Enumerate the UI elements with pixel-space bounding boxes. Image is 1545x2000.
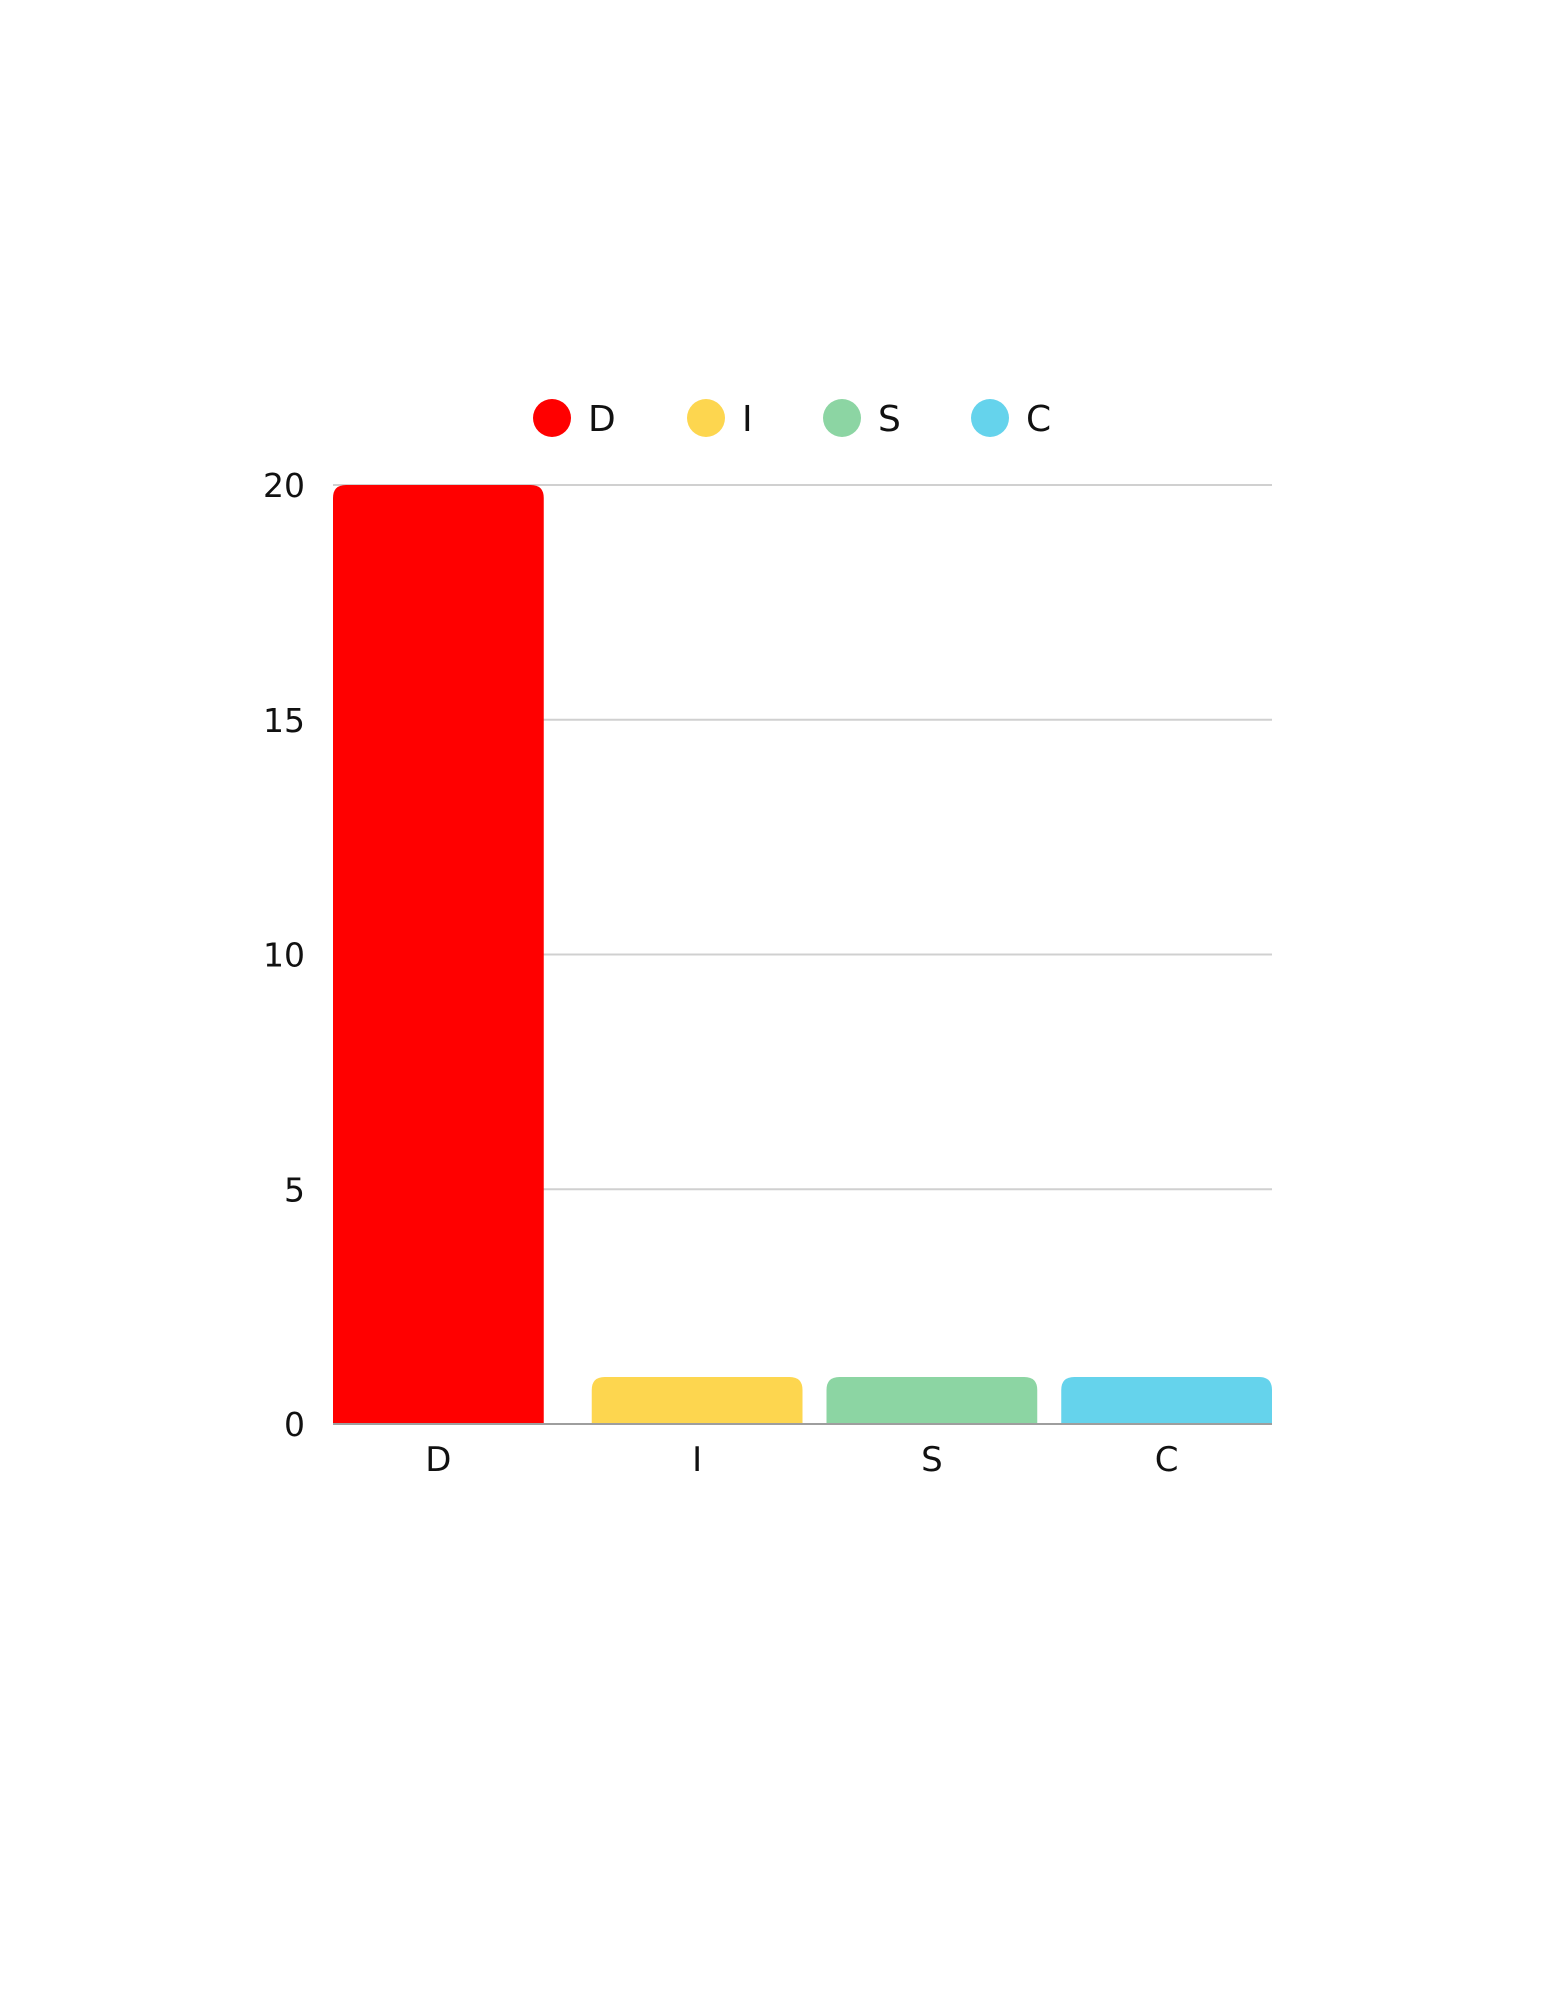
legend-item-d: D xyxy=(533,399,616,440)
legend-label: D xyxy=(588,399,616,440)
legend-item-s: S xyxy=(823,399,901,440)
y-tick-label: 20 xyxy=(263,466,305,505)
y-tick-label: 15 xyxy=(263,701,305,740)
bar-i xyxy=(591,1377,803,1424)
bar-c xyxy=(1061,1377,1272,1424)
y-tick-label: 10 xyxy=(263,936,305,975)
x-tick-label: S xyxy=(921,1440,943,1480)
x-tick-label: C xyxy=(1155,1440,1179,1480)
legend-item-i: I xyxy=(687,399,753,440)
x-tick-label: I xyxy=(692,1440,702,1480)
legend-label: S xyxy=(878,399,901,440)
x-tick-label: D xyxy=(425,1440,451,1480)
y-tick-label: 0 xyxy=(284,1405,305,1444)
legend-swatch xyxy=(533,399,571,437)
legend-swatch xyxy=(823,399,861,437)
legend-swatch xyxy=(971,399,1009,437)
bars xyxy=(333,485,1272,1424)
bar-d xyxy=(333,485,544,1424)
axes: 0 5 10 15 20 D I S C xyxy=(263,466,1272,1480)
legend-label: I xyxy=(742,399,753,440)
legend-item-c: C xyxy=(971,399,1051,440)
y-tick-label: 5 xyxy=(284,1170,305,1209)
legend-swatch xyxy=(687,399,725,437)
legend-label: C xyxy=(1026,399,1051,440)
bar-s xyxy=(826,1377,1038,1424)
